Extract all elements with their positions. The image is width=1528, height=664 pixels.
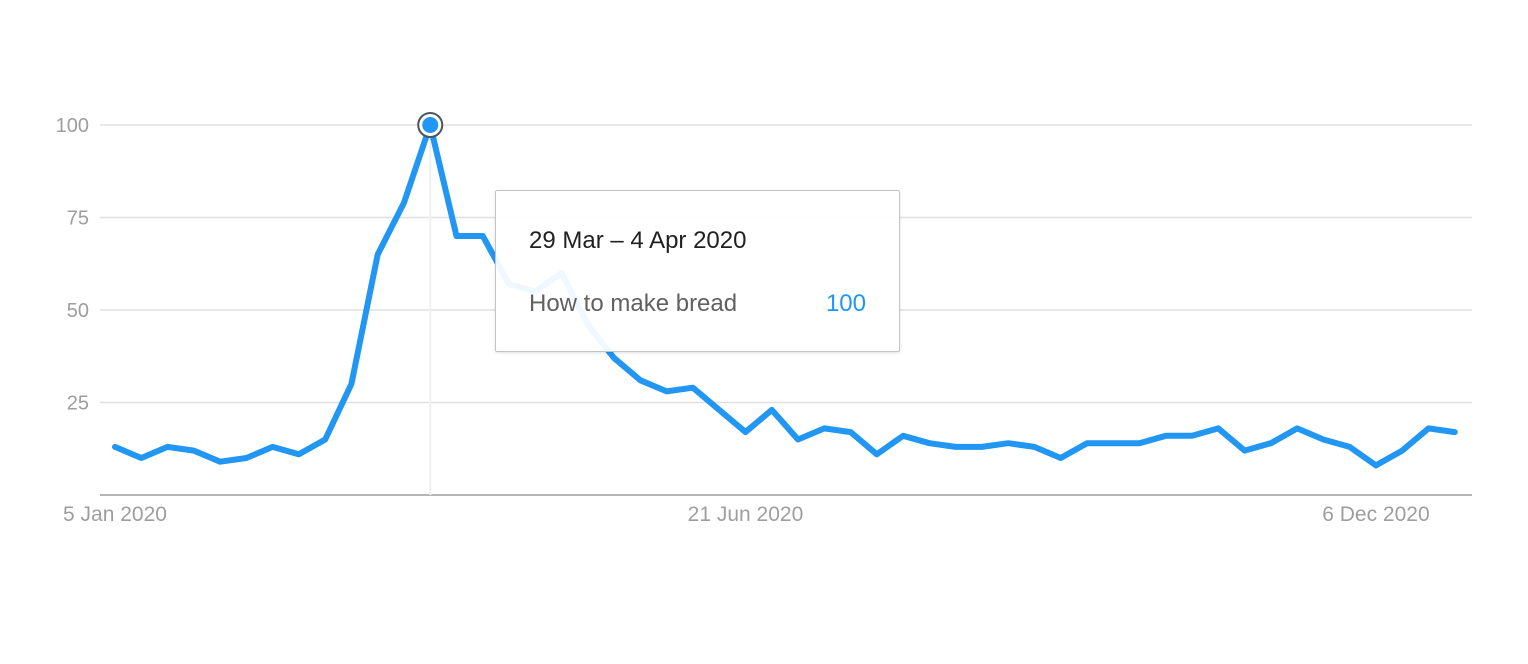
y-tick-label: 25 bbox=[67, 393, 89, 415]
y-axis-labels: 25 50 75 100 bbox=[56, 115, 89, 415]
highlight-marker-dot[interactable] bbox=[422, 117, 439, 133]
highlight-marker[interactable] bbox=[417, 112, 444, 138]
series-line-how-to-make-bread[interactable] bbox=[112, 122, 1458, 469]
y-tick-label: 50 bbox=[67, 300, 89, 322]
tooltip-series-value: 100 bbox=[825, 290, 866, 317]
x-tick-label: 21 Jun 2020 bbox=[688, 503, 804, 526]
x-tick-label: 6 Dec 2020 bbox=[1322, 503, 1429, 526]
tooltip: 29 Mar – 4 Apr 2020 How to make bread 10… bbox=[495, 190, 900, 352]
tooltip-date: 29 Mar – 4 Apr 2020 bbox=[529, 227, 747, 254]
y-tick-label: 100 bbox=[56, 115, 89, 137]
x-axis-labels: 5 Jan 2020 21 Jun 2020 6 Dec 2020 bbox=[63, 503, 1430, 526]
tooltip-series-name: How to make bread bbox=[529, 290, 738, 317]
x-tick-label: 5 Jan 2020 bbox=[63, 503, 167, 526]
y-tick-label: 75 bbox=[67, 208, 89, 230]
